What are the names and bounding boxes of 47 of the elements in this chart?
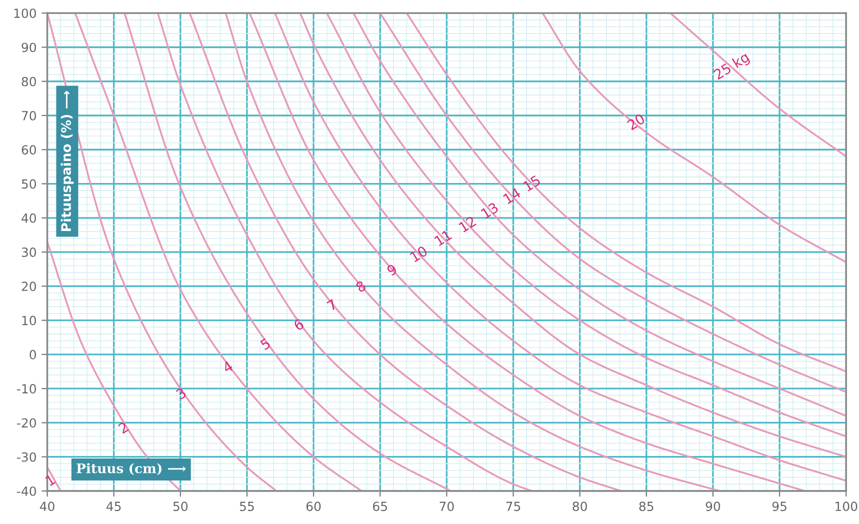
y-tick-label: 80: [22, 76, 36, 86]
x-tick-label: 50: [173, 502, 188, 512]
y-tick-label: 90: [22, 42, 36, 52]
text: 8: [355, 280, 367, 293]
y-tick-label: 40: [22, 213, 36, 223]
x-tick-label: 85: [639, 502, 654, 512]
x-tick-label: 95: [772, 502, 786, 512]
text: 3: [175, 387, 187, 400]
text: 11: [434, 230, 452, 246]
y-tick-label: -40: [17, 486, 36, 496]
y-tick-label: 70: [22, 110, 36, 120]
text: 13: [480, 202, 499, 219]
x-tick-label: 75: [506, 502, 520, 512]
x-tick-label: 40: [40, 502, 54, 512]
text: 5: [260, 338, 271, 350]
y-axis-title: Pituuspaino (%) ⟶: [60, 90, 74, 231]
text: 20: [626, 113, 646, 130]
text: 2: [118, 422, 129, 434]
text: 14: [502, 187, 522, 204]
x-tick-label: 80: [572, 502, 587, 512]
text: 12: [458, 216, 476, 232]
y-tick-label: 30: [22, 248, 36, 257]
text: 1: [45, 474, 56, 486]
y-tick-label: -30: [17, 452, 36, 462]
x-tick-label: 70: [440, 502, 454, 512]
x-axis-title: Pituus (cm) ⟶: [76, 463, 186, 476]
y-tick-label: 10: [22, 316, 36, 326]
y-tick-label: -20: [17, 418, 36, 428]
text: 7: [326, 299, 338, 312]
x-tick-label: 60: [306, 502, 321, 512]
text: 25 kg: [712, 51, 752, 82]
text: 10: [410, 245, 428, 262]
text: 15: [522, 174, 541, 192]
y-tick-label: -10: [17, 384, 36, 394]
y-tick-label: 50: [22, 179, 36, 189]
x-tick-label: 55: [240, 502, 254, 512]
text: 9: [386, 264, 398, 276]
x-tick-label: 100: [836, 502, 858, 512]
x-tick-label: 45: [106, 502, 121, 512]
y-tick-label: 100: [14, 8, 36, 18]
text: 6: [293, 318, 305, 331]
y-tick-label: 0: [30, 350, 36, 360]
y-tick-label: 60: [22, 145, 36, 155]
x-tick-label: 65: [373, 502, 387, 512]
text: 4: [222, 360, 234, 374]
y-tick-label: 20: [22, 282, 36, 292]
x-tick-label: 90: [706, 502, 720, 512]
